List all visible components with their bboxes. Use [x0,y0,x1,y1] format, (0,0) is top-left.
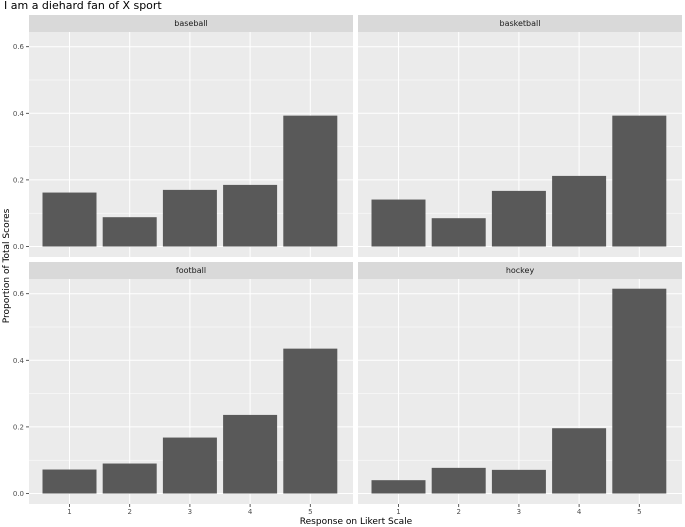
y-tick-label: 0.6 [13,290,25,298]
x-tick-label: 2 [456,508,460,516]
x-tick-label: 1 [67,508,71,516]
facet-panel-football: football 0.0 0.2 0.4 0.6 1 2 3 4 5 [13,262,353,516]
x-tick-label: 1 [396,508,400,516]
bar-basketball-4 [552,175,607,247]
y-tick-label: 0.4 [13,357,25,365]
bar-basketball-5 [612,115,667,247]
x-tick-label: 4 [577,508,582,516]
facet-strip [358,15,682,32]
facet-strip-label: hockey [506,266,535,275]
x-tick-label: 5 [637,508,641,516]
facet-strip [29,15,353,32]
y-tick-label: 0.2 [13,423,24,431]
bar-hockey-5 [612,288,667,494]
facet-panel-baseball: baseball 0.0 0.2 0.4 0.6 [13,15,353,257]
y-axis-title: Proportion of Total Scores [2,208,12,323]
bar-basketball-1 [371,199,426,247]
y-tick-label: 0.0 [13,243,24,251]
x-tick-label: 3 [188,508,192,516]
bar-hockey-2 [431,467,486,494]
facet-panel-basketball: basketball [358,15,682,257]
bar-football-2 [102,463,157,494]
y-tick-label: 0.0 [13,490,24,498]
facet-strip-label: football [176,266,206,275]
facet-strip [358,262,682,279]
y-tick-label: 0.4 [13,110,25,118]
bar-football-5 [283,348,338,494]
x-tick-label: 4 [248,508,253,516]
facet-strip-label: baseball [174,19,208,28]
bar-hockey-1 [371,480,426,494]
x-tick-label: 3 [517,508,521,516]
y-tick-label: 0.6 [13,43,25,51]
bar-baseball-3 [162,189,217,247]
bar-baseball-2 [102,217,157,247]
facet-strip-label: basketball [500,19,541,28]
x-tick-label: 2 [127,508,131,516]
bar-football-1 [42,469,97,494]
x-tick-label: 5 [308,508,312,516]
bar-basketball-2 [431,218,486,247]
bar-baseball-1 [42,192,97,247]
facet-panel-hockey: hockey 1 2 3 4 5 [358,262,682,516]
bar-baseball-5 [283,115,338,247]
facet-strip [29,262,353,279]
bar-hockey-4 [552,428,607,494]
y-tick-label: 0.2 [13,176,24,184]
bar-basketball-3 [491,190,546,247]
bar-hockey-3 [491,469,546,494]
x-axis-title: Response on Likert Scale [300,517,413,527]
bar-football-3 [162,437,217,494]
bar-football-4 [223,414,278,494]
chart-title: I am a diehard fan of X sport [4,0,162,12]
bar-baseball-4 [223,184,278,247]
